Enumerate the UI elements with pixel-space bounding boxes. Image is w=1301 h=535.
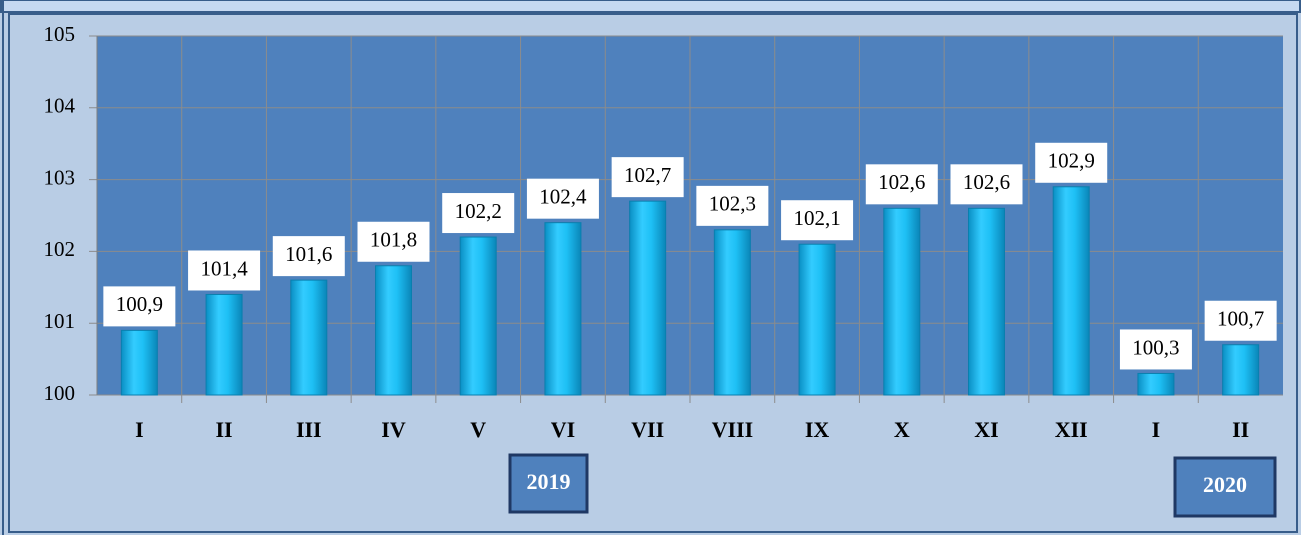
- value-label: 102,1: [793, 206, 840, 230]
- y-tick-label: 102: [44, 237, 76, 261]
- x-tick-label: II: [1232, 417, 1249, 442]
- bar: [713, 229, 751, 396]
- value-label: 102,9: [1048, 149, 1095, 173]
- bar: [968, 207, 1005, 396]
- value-label-box: [103, 286, 176, 327]
- value-label: 102,4: [539, 184, 587, 208]
- year-box: [508, 453, 589, 514]
- bar: [544, 222, 582, 396]
- value-label-box: [1119, 329, 1192, 370]
- bar: [629, 200, 667, 396]
- value-label: 102,2: [455, 199, 502, 223]
- value-label: 101,6: [285, 242, 332, 266]
- value-label-box: [272, 236, 345, 277]
- bar: [290, 279, 328, 396]
- value-label: 100,3: [1132, 335, 1179, 359]
- bar: [1052, 186, 1090, 396]
- y-tick-label: 101: [44, 309, 76, 333]
- year-box: [1173, 456, 1277, 518]
- value-label-box: [1204, 300, 1277, 341]
- value-label: 100,9: [116, 292, 163, 316]
- x-tick-label: XII: [1055, 417, 1088, 442]
- bar: [798, 243, 836, 396]
- value-label-box: [357, 221, 430, 262]
- bar: [883, 207, 921, 396]
- frame: [8, 13, 1298, 533]
- value-label-box: [696, 185, 769, 226]
- y-tick-label: 104: [44, 94, 76, 118]
- value-label: 101,8: [370, 228, 417, 252]
- x-tick-label: V: [470, 417, 486, 442]
- x-tick-label: I: [135, 417, 144, 442]
- top-strip: [0, 0, 1301, 13]
- value-label-box: [950, 164, 1023, 205]
- value-label: 102,3: [709, 192, 756, 216]
- x-tick-label: X: [894, 417, 910, 442]
- year-label: 2020: [1203, 472, 1247, 497]
- x-tick-label: VI: [551, 417, 575, 442]
- value-label-box: [781, 200, 854, 241]
- x-tick-label: II: [216, 417, 233, 442]
- value-label: 101,4: [200, 256, 248, 280]
- y-tick-label: 100: [44, 381, 76, 405]
- value-label-box: [865, 164, 938, 205]
- x-tick-label: III: [296, 417, 322, 442]
- y-tick-label: 103: [44, 165, 76, 189]
- x-tick-label: VIII: [712, 417, 754, 442]
- x-tick-label: XI: [974, 417, 998, 442]
- bar: [459, 236, 497, 396]
- value-label: 100,7: [1217, 307, 1264, 331]
- value-label-box: [611, 157, 684, 198]
- x-tick-label: I: [1152, 417, 1161, 442]
- value-label-box: [1035, 142, 1108, 183]
- x-tick-label: VII: [631, 417, 664, 442]
- bar: [1222, 344, 1260, 396]
- bar: [120, 329, 158, 396]
- bar: [375, 265, 412, 396]
- value-label: 102,6: [878, 170, 925, 194]
- y-tick-label: 105: [44, 22, 76, 46]
- bar: [205, 293, 243, 396]
- value-label: 102,7: [624, 163, 671, 187]
- x-tick-label: IX: [805, 417, 830, 442]
- value-label-box: [526, 178, 599, 219]
- bar: [1137, 372, 1175, 396]
- value-label-box: [188, 250, 261, 291]
- year-label: 2019: [527, 469, 571, 494]
- value-label: 102,6: [963, 170, 1010, 194]
- value-label-box: [442, 193, 515, 234]
- x-tick-label: IV: [381, 417, 406, 442]
